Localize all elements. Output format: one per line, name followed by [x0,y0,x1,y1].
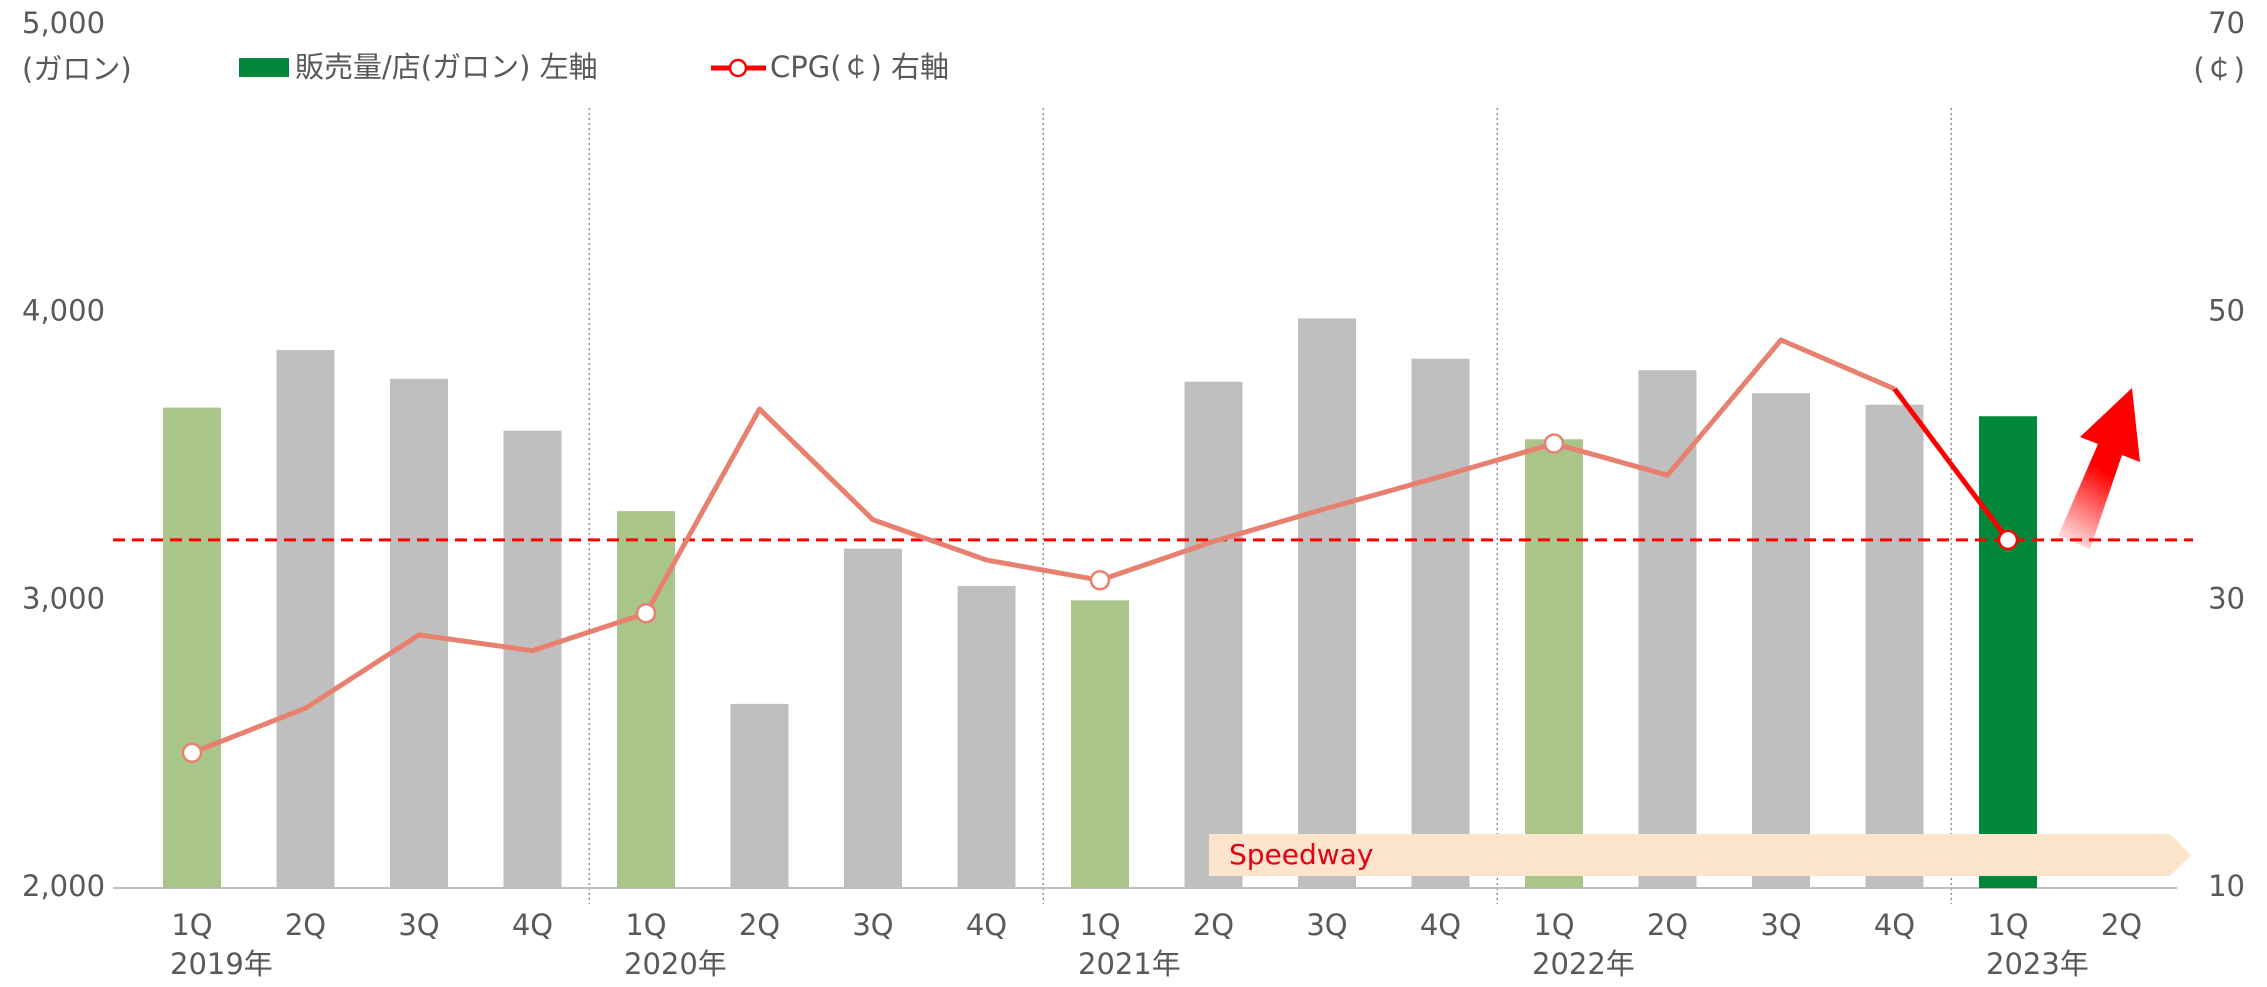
x-tick-label: 3Q [398,908,439,942]
x-tick-label: 4Q [1420,908,1461,942]
legend: 販売量/店(ガロン) 左軸 CPG(￠) 右軸 [239,50,949,84]
line-marker [1997,529,2019,551]
bar [1638,370,1697,888]
x-group-label: 2021年 [1078,947,1181,981]
y2-tick-label: 70 [2208,6,2245,40]
line-marker [1089,569,1111,591]
annotation-banner [1209,834,2191,876]
legend-swatch [239,58,289,77]
line-marker [181,742,203,764]
x-tick-label: 1Q [171,908,212,942]
y2-tick-label: 30 [2208,581,2245,615]
x-tick-label: 3Q [1760,908,1801,942]
y-tick-label: 3,000 [22,581,105,615]
x-tick-label: 3Q [1306,908,1347,942]
x-tick-label: 2Q [739,908,780,942]
x-tick-label: 4Q [512,908,553,942]
x-group-label: 2023年 [1986,947,2089,981]
annotation-text: Speedway [1229,838,1373,871]
x-tick-label: 1Q [1533,908,1574,942]
bar [957,585,1016,888]
bar [503,430,562,888]
y2-tick-label: 50 [2208,294,2245,328]
x-tick-label: 1Q [625,908,666,942]
x-tick-label: 1Q [1079,908,1120,942]
x-group-label: 2019年 [170,947,273,981]
legend-marker [728,58,748,78]
bar [1979,416,2037,888]
line-marker [1543,433,1565,454]
bar [844,548,902,888]
x-tick-label: 2Q [2101,908,2142,942]
x-tick-label: 4Q [1874,908,1915,942]
bar [1752,393,1810,888]
legend-label: 販売量/店(ガロン) 左軸 [295,50,598,84]
legend-label: CPG(￠) 右軸 [770,50,949,84]
x-tick-label: 2Q [1647,908,1688,942]
x-group-label: 2022年 [1532,947,1635,981]
y-tick-label: 4,000 [22,294,105,328]
bar [1865,404,1924,888]
y2-axis-label: (￠) [2193,52,2245,86]
line [191,337,1896,756]
y-tick-label: 5,000 [22,6,105,40]
x-tick-label: 1Q [1987,908,2028,942]
bar [1411,358,1470,888]
bar [1071,600,1129,888]
bar [276,350,335,888]
y2-tick-label: 10 [2208,869,2245,903]
x-tick-label: 3Q [852,908,893,942]
line-highlight [1892,387,2010,542]
bar [617,511,675,888]
trend-arrow [2058,388,2140,549]
x-group-label: 2020年 [624,947,727,981]
bar [1298,318,1356,888]
x-tick-label: 2Q [1193,908,1234,942]
bar [1184,381,1243,888]
bar [163,407,221,888]
x-tick-label: 4Q [966,908,1007,942]
y-axis-label: (ガロン) [22,52,132,86]
y-tick-label: 2,000 [22,869,105,903]
bar [1525,439,1583,888]
line-marker [635,603,657,624]
bar [730,703,789,888]
x-tick-label: 2Q [285,908,326,942]
